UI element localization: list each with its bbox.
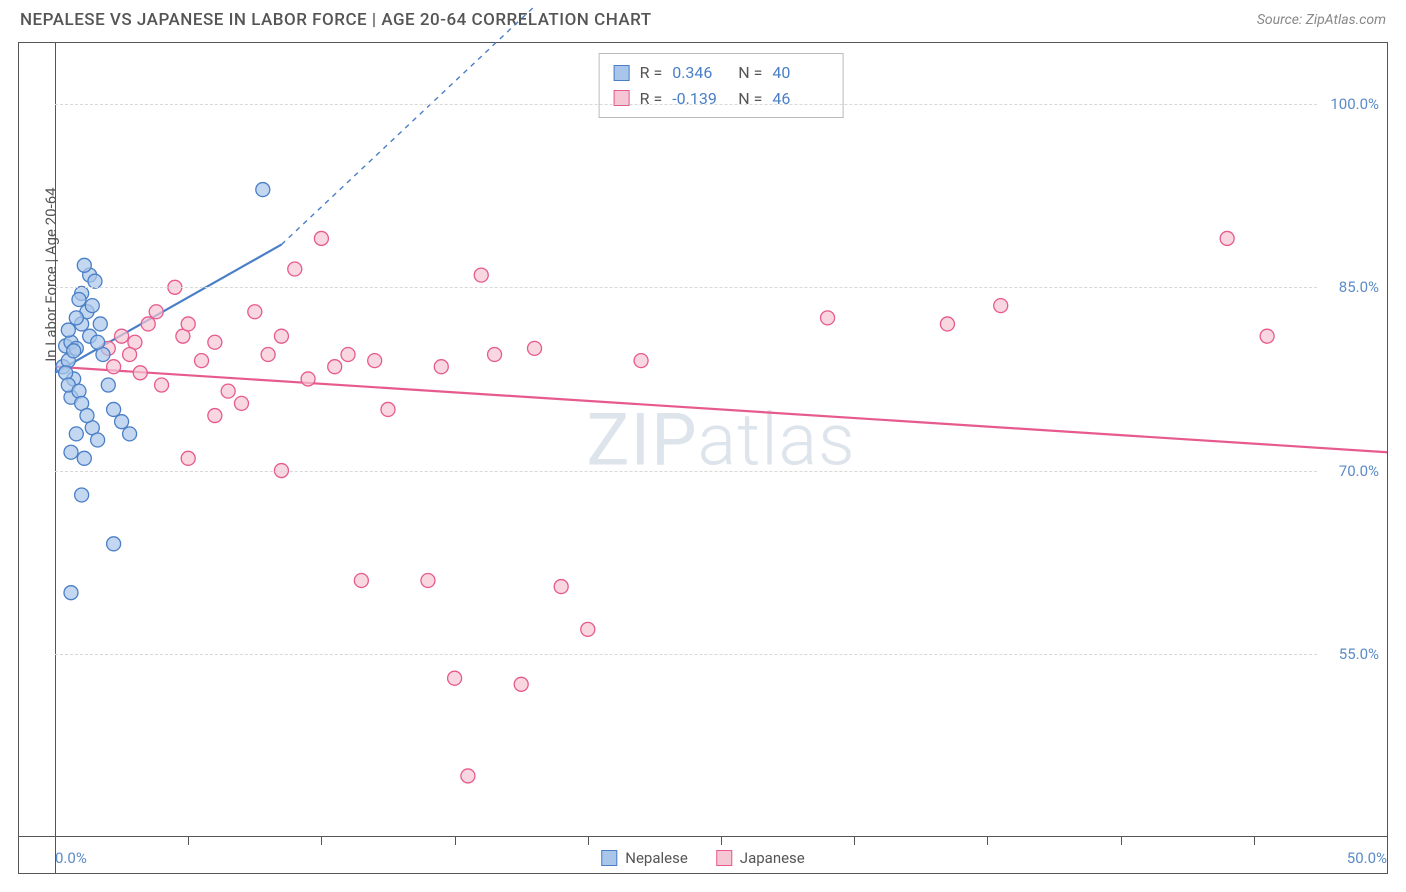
r-value-japanese: -0.139: [672, 86, 728, 112]
x-tick: [588, 837, 589, 845]
x-tick: [1387, 837, 1388, 845]
x-tick: [987, 837, 988, 845]
y-tick-label: 55.0%: [1339, 645, 1379, 663]
y-tick-label: 85.0%: [1339, 278, 1379, 296]
stats-row-nepalese: R = 0.346 N = 40: [614, 60, 829, 86]
gridline: [55, 471, 1317, 472]
gridline: [55, 654, 1317, 655]
gridline: [55, 104, 1317, 105]
stats-swatch-nepalese: [614, 65, 630, 81]
n-value-nepalese: 40: [772, 60, 828, 86]
legend-swatch-japanese: [716, 850, 732, 866]
x-tick: [321, 837, 322, 845]
legend-item-japanese: Japanese: [716, 849, 805, 867]
y-tick-label: 70.0%: [1339, 462, 1379, 480]
plot-svg: [55, 43, 1387, 837]
x-tick: [721, 837, 722, 845]
x-tick: [55, 837, 56, 845]
x-tick: [854, 837, 855, 845]
x-tick: [1121, 837, 1122, 845]
bottom-legend: Nepalese Japanese: [601, 849, 805, 867]
y-tick-label: 100.0%: [1330, 95, 1379, 113]
n-label: N =: [738, 86, 762, 112]
r-value-nepalese: 0.346: [672, 60, 728, 86]
legend-label-japanese: Japanese: [740, 849, 805, 867]
x-tick: [1254, 837, 1255, 845]
x-tick: [188, 837, 189, 845]
stats-row-japanese: R = -0.139 N = 46: [614, 86, 829, 112]
chart-header: NEPALESE VS JAPANESE IN LABOR FORCE | AG…: [0, 0, 1406, 38]
n-label: N =: [738, 60, 762, 86]
x-tick: [455, 837, 456, 845]
gridline: [55, 287, 1317, 288]
legend-label-nepalese: Nepalese: [625, 849, 688, 867]
source-label: Source: ZipAtlas.com: [1257, 12, 1386, 28]
stats-box: R = 0.346 N = 40 R = -0.139 N = 46: [599, 53, 844, 118]
chart-title: NEPALESE VS JAPANESE IN LABOR FORCE | AG…: [20, 10, 652, 30]
legend-swatch-nepalese: [601, 850, 617, 866]
r-label: R =: [640, 60, 663, 86]
chart-container: In Labor Force | Age 20-64 ZIPatlas R = …: [18, 42, 1388, 874]
n-value-japanese: 46: [772, 86, 828, 112]
x-tick-label: 50.0%: [1347, 849, 1387, 867]
legend-item-nepalese: Nepalese: [601, 849, 688, 867]
r-label: R =: [640, 86, 663, 112]
x-tick-label: 0.0%: [55, 849, 87, 867]
plot-area: In Labor Force | Age 20-64 ZIPatlas R = …: [55, 43, 1387, 837]
